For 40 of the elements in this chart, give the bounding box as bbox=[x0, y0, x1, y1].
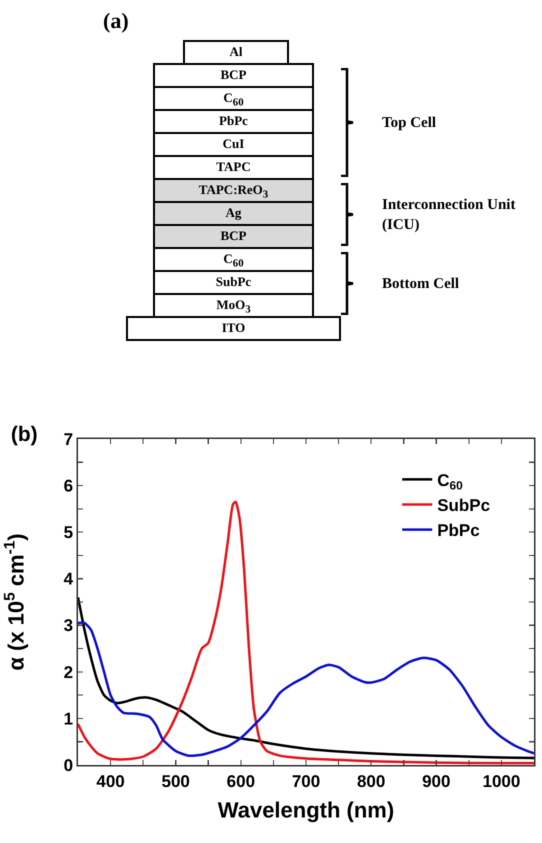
x-tick-label: 400 bbox=[96, 772, 125, 791]
text: C$_{60}$ bbox=[223, 90, 244, 109]
x-axis-title: Wavelength (nm) bbox=[218, 798, 394, 823]
x-tick-label: 800 bbox=[356, 772, 386, 791]
x-tick-label: 1000 bbox=[482, 772, 520, 791]
y-tick-label: 4 bbox=[64, 570, 74, 589]
text: (a) bbox=[103, 8, 129, 34]
y-tick-label: 3 bbox=[64, 616, 74, 636]
x-tick-label: 700 bbox=[292, 772, 320, 791]
legend-label: PbPc bbox=[437, 521, 480, 540]
x-tick-label: 500 bbox=[162, 772, 190, 791]
text: Al bbox=[230, 44, 242, 59]
text: TAPC:ReO$_{3}$ bbox=[198, 182, 268, 201]
line-series bbox=[78, 622, 534, 757]
text: C$_{60}$ bbox=[223, 251, 244, 270]
text: PbPc bbox=[219, 113, 248, 128]
y-tick-label: 1 bbox=[64, 709, 74, 728]
text: Bottom Cell bbox=[382, 274, 460, 294]
x-tick-label: 600 bbox=[226, 772, 256, 791]
line-series bbox=[78, 596, 534, 760]
line-series bbox=[78, 500, 534, 764]
text: TAPC bbox=[216, 159, 251, 174]
x-tick-label: 900 bbox=[422, 772, 450, 791]
legend-label: SubPc bbox=[437, 496, 490, 516]
y-tick-label: 5 bbox=[64, 523, 74, 542]
legend-label: C$_{60}$ bbox=[437, 471, 464, 493]
text: Ag bbox=[226, 205, 242, 220]
y-tick-label: 6 bbox=[64, 476, 74, 496]
text: SubPc bbox=[216, 274, 252, 289]
text: BCP bbox=[220, 228, 246, 243]
y-tick-label: 2 bbox=[64, 662, 74, 682]
y-tick-label: 0 bbox=[64, 756, 74, 775]
text: Top Cell bbox=[382, 114, 438, 132]
y-tick-label: 7 bbox=[64, 430, 74, 449]
chart-title: (b) bbox=[10, 423, 38, 446]
text: MoO$_{3}$ bbox=[216, 297, 251, 316]
text: BCP bbox=[220, 67, 246, 82]
text: ITO bbox=[222, 320, 246, 335]
text: Interconnection Unit (ICU) bbox=[382, 196, 516, 234]
text: CuI bbox=[222, 136, 244, 151]
